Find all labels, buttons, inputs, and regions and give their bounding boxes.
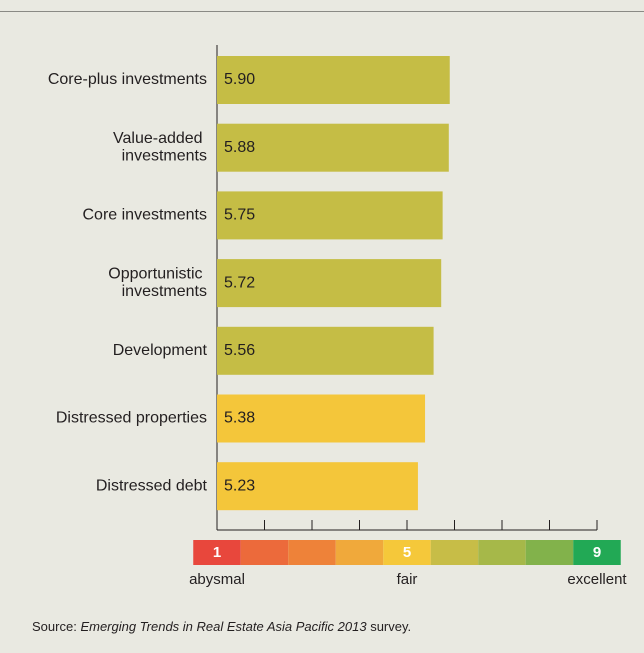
value-label: 5.72: [224, 274, 255, 291]
source-suffix: survey.: [370, 619, 411, 634]
scale-name: fair: [397, 571, 418, 588]
source-prefix: Source:: [32, 619, 77, 634]
scale-box: [193, 540, 241, 565]
value-label: 5.75: [224, 207, 255, 224]
scale-box: [383, 540, 431, 565]
category-label: Distressed properties: [56, 410, 207, 427]
category-label: Value-added investments: [113, 130, 207, 165]
scale-box: [430, 540, 479, 565]
scale-value: 9: [593, 544, 601, 561]
value-label: 5.38: [224, 410, 255, 427]
bar: [217, 326, 434, 375]
category-label: Core investments: [83, 207, 208, 224]
bar: [217, 394, 426, 443]
bar: [217, 259, 442, 308]
value-label: 5.90: [224, 71, 255, 88]
category-line: investments: [122, 283, 207, 300]
scale-value: 5: [403, 544, 411, 561]
category-line: Opportunistic: [108, 266, 207, 283]
scale-value: 1: [213, 544, 221, 561]
value-label: 5.56: [224, 342, 255, 359]
bar: [217, 56, 450, 104]
category-line: Value-added: [113, 130, 207, 147]
scale-box: [240, 540, 289, 565]
scale-box: [525, 540, 574, 565]
scale-box: [478, 540, 526, 565]
bar: [217, 191, 443, 240]
category-label: Core-plus investments: [48, 71, 207, 88]
scale-box: [288, 540, 336, 565]
scale-box: [573, 540, 621, 565]
category-label: Opportunistic investments: [108, 266, 207, 301]
category-label: Development: [113, 342, 208, 359]
category-label: Distressed debt: [96, 477, 208, 494]
scale-name: abysmal: [189, 571, 245, 588]
scale-box: [335, 540, 384, 565]
value-label: 5.23: [224, 477, 255, 494]
category-line: investments: [122, 148, 207, 165]
bar: [217, 462, 418, 511]
source-title: Emerging Trends in Real Estate Asia Paci…: [80, 619, 367, 634]
scale-name: excellent: [567, 571, 627, 588]
bar: [217, 123, 449, 172]
value-label: 5.88: [224, 139, 255, 156]
source: Source: Emerging Trends in Real Estate A…: [32, 619, 411, 634]
